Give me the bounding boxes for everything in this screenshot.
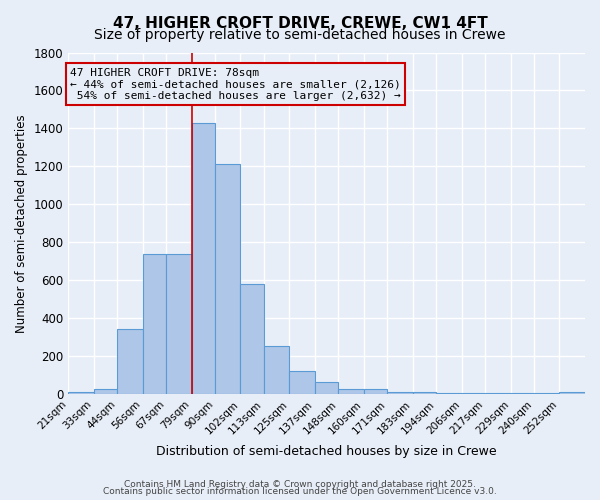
Bar [191,123,215,394]
Bar [364,388,387,394]
Bar [289,370,315,394]
Bar [413,392,436,394]
Bar [117,329,143,394]
Bar [94,388,117,394]
Text: Size of property relative to semi-detached houses in Crewe: Size of property relative to semi-detach… [94,28,506,42]
Bar [68,392,94,394]
Bar [241,284,264,395]
Bar [264,346,289,395]
Bar [338,388,364,394]
Text: Contains HM Land Registry data © Crown copyright and database right 2025.: Contains HM Land Registry data © Crown c… [124,480,476,489]
Y-axis label: Number of semi-detached properties: Number of semi-detached properties [15,114,28,333]
Text: 47 HIGHER CROFT DRIVE: 78sqm
← 44% of semi-detached houses are smaller (2,126)
 : 47 HIGHER CROFT DRIVE: 78sqm ← 44% of se… [70,68,401,101]
Bar [143,254,166,394]
Text: Contains public sector information licensed under the Open Government Licence v3: Contains public sector information licen… [103,487,497,496]
Bar [215,164,241,394]
Bar [315,382,338,394]
Bar [387,392,413,394]
X-axis label: Distribution of semi-detached houses by size in Crewe: Distribution of semi-detached houses by … [156,444,497,458]
Bar [559,392,585,394]
Bar [166,254,191,394]
Text: 47, HIGHER CROFT DRIVE, CREWE, CW1 4FT: 47, HIGHER CROFT DRIVE, CREWE, CW1 4FT [113,16,487,32]
